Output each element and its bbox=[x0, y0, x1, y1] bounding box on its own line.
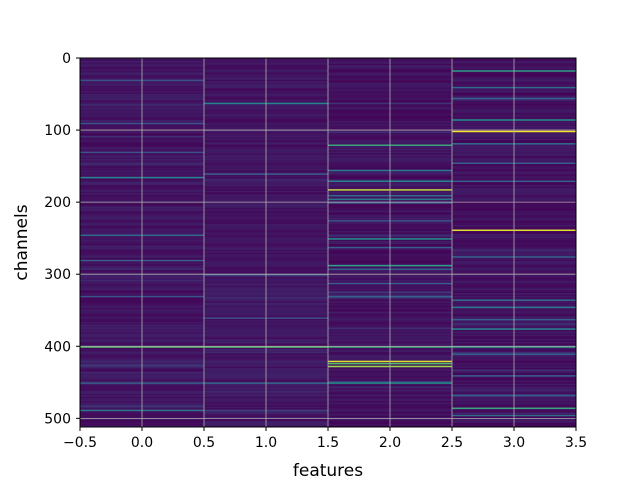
x-axis-label: features bbox=[293, 461, 363, 480]
y-axis-ticks: 0 100 200 300 400 500 bbox=[44, 51, 80, 427]
y-tick-label: 200 bbox=[44, 195, 71, 211]
y-axis-label: channels bbox=[12, 204, 32, 280]
x-tick-label: −0.5 bbox=[63, 435, 97, 451]
x-tick-label: 1.5 bbox=[317, 435, 339, 451]
x-axis-ticks: −0.5 0.0 0.5 1.0 1.5 2.0 2.5 3.0 3.5 bbox=[63, 427, 587, 451]
x-tick-label: 3.0 bbox=[503, 435, 525, 451]
x-tick-label: 0.5 bbox=[193, 435, 215, 451]
x-tick-label: 2.5 bbox=[441, 435, 463, 451]
x-tick-label: 2.0 bbox=[379, 435, 401, 451]
y-tick-label: 100 bbox=[44, 123, 71, 139]
y-tick-label: 300 bbox=[44, 267, 71, 283]
y-tick-label: 400 bbox=[44, 339, 71, 355]
y-tick-label: 0 bbox=[62, 51, 71, 67]
x-tick-label: 1.0 bbox=[255, 435, 277, 451]
x-tick-label: 3.5 bbox=[565, 435, 587, 451]
y-tick-label: 500 bbox=[44, 411, 71, 427]
x-tick-label: 0.0 bbox=[131, 435, 153, 451]
